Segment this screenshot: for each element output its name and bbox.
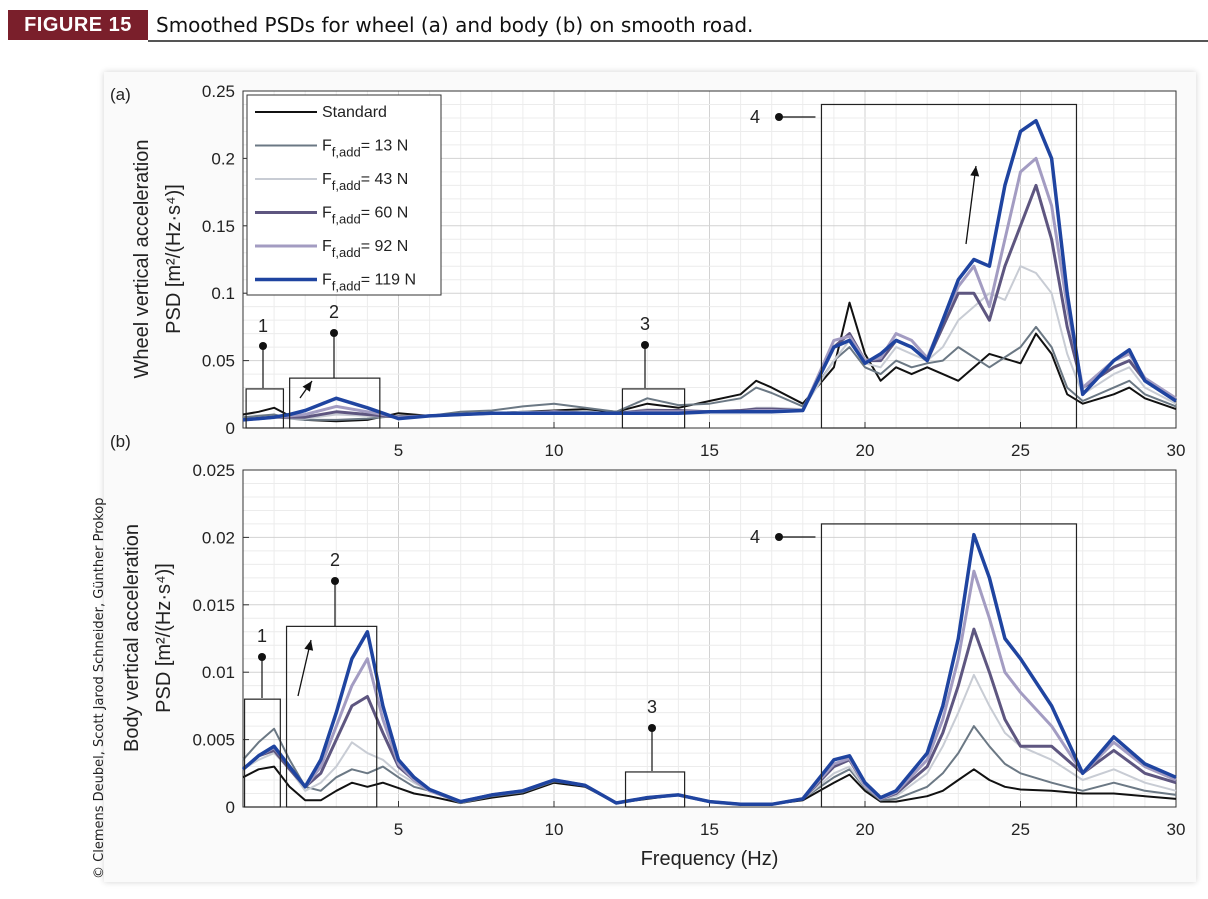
annotation-box: [289, 377, 381, 429]
x-tick-label: 20: [856, 820, 875, 839]
y-tick-label: 0: [226, 798, 235, 817]
legend-label: Ff,add= 92 N: [322, 238, 408, 260]
x-tick-label: 15: [700, 820, 719, 839]
y-axis-label: Body vertical acceleration: [121, 524, 143, 752]
series-line: [241, 532, 1177, 807]
trend-arrow: [965, 165, 977, 245]
annotation-box: [285, 625, 378, 808]
annotation-box: [245, 388, 285, 429]
annotation-box: [624, 771, 686, 808]
chart-panel-a: 5 10 15 20 25 30 0 0.05 0.1 0.15 0.2 0.25 (a) Wheel v…: [110, 82, 1185, 460]
x-tick-label: 30: [1167, 441, 1186, 460]
y-tick-label: 0.05: [202, 352, 235, 371]
annotation-number: 4: [750, 527, 760, 547]
y-tick-label: 0: [226, 419, 235, 438]
y-axis-unit-label: PSD [m²/(Hz·s⁴)]: [153, 563, 175, 713]
annotation-number: 3: [647, 697, 657, 717]
trend-arrow-head: [304, 640, 314, 651]
x-tick-label: 20: [856, 441, 875, 460]
annotation-number: 2: [329, 302, 339, 322]
annotation-number: 2: [330, 550, 340, 570]
legend-box: [246, 94, 442, 296]
legend-label: Ff,add= 60 N: [322, 205, 408, 227]
panel-label: (b): [110, 432, 131, 451]
annotation-box: [243, 698, 281, 808]
y-tick-label: 0.15: [202, 217, 235, 236]
annotation-number: 3: [640, 314, 650, 334]
x-tick-label: 10: [545, 441, 564, 460]
legend-label: Standard: [322, 104, 387, 121]
annotation-box: [621, 388, 686, 429]
annotation-number: 4: [750, 107, 760, 127]
annotation-number: 1: [257, 626, 267, 646]
panel-label: (a): [110, 85, 131, 104]
y-tick-label: 0.005: [192, 731, 235, 750]
series-line: [242, 118, 1177, 422]
trend-arrow-head: [970, 166, 980, 177]
y-tick-label: 0.2: [211, 149, 235, 168]
figure-caption: Smoothed PSDs for wheel (a) and body (b)…: [156, 13, 754, 37]
y-tick-label: 0.1: [211, 284, 235, 303]
x-tick-label: 5: [394, 441, 403, 460]
x-tick-label: 15: [700, 441, 719, 460]
y-tick-label: 0.015: [192, 596, 235, 615]
annotation-box: [820, 103, 1078, 429]
x-axis-label: Frequency (Hz): [641, 848, 779, 870]
x-tick-label: 25: [1011, 441, 1030, 460]
trend-arrow-head: [302, 381, 312, 392]
x-tick-label: 25: [1011, 820, 1030, 839]
legend-label: Ff,add= 13 N: [322, 138, 408, 160]
legend-label: Ff,add= 43 N: [322, 171, 408, 193]
y-axis-label: Wheel vertical acceleration: [131, 140, 153, 379]
x-tick-label: 10: [545, 820, 564, 839]
header-rule: [148, 40, 1208, 42]
legend: Standard Ff,add= 13 N Ff,add= 43 N Ff,add= …: [246, 94, 442, 296]
y-tick-label: 0.25: [202, 82, 235, 101]
x-tick-label: 5: [394, 820, 403, 839]
x-tick-label: 30: [1167, 820, 1186, 839]
y-axis-unit-label: PSD [m²/(Hz·s⁴)]: [163, 184, 185, 334]
figure-header: FIGURE 15 Smoothed PSDs for wheel (a) an…: [0, 0, 1208, 44]
annotation-number: 1: [258, 316, 268, 336]
y-tick-label: 0.02: [202, 528, 235, 547]
y-tick-label: 0.025: [192, 461, 235, 480]
chart-panel-b: 5 10 15 20 25 3000.0050.010.0150.020.025(b)Bo…: [110, 432, 1185, 870]
legend-label: Ff,add= 119 N: [322, 272, 416, 294]
y-tick-label: 0.01: [202, 663, 235, 682]
annotation-box: [820, 523, 1078, 808]
figure-badge: FIGURE 15: [8, 10, 148, 40]
